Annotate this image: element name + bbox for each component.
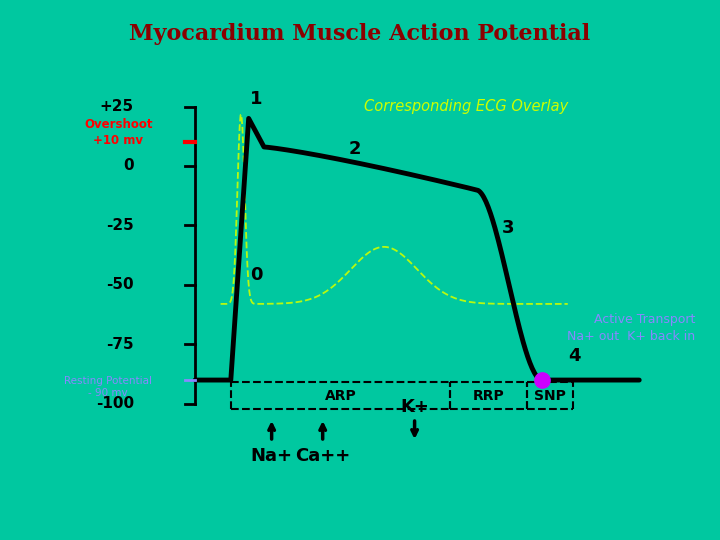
Text: 3: 3 [501, 219, 514, 237]
Text: Myocardium Muscle Action Potential: Myocardium Muscle Action Potential [130, 23, 590, 45]
Text: +25: +25 [99, 99, 134, 114]
Text: SNP: SNP [534, 388, 566, 402]
Text: -100: -100 [96, 396, 134, 411]
Text: Na+: Na+ [251, 447, 292, 464]
Text: 1: 1 [250, 90, 263, 108]
Text: 4: 4 [568, 347, 580, 365]
Text: RRP: RRP [473, 388, 505, 402]
Text: -75: -75 [106, 337, 134, 352]
Text: 0: 0 [250, 266, 263, 284]
Text: -25: -25 [106, 218, 134, 233]
Text: -50: -50 [106, 278, 134, 293]
Text: Resting Potential
- 90 mv: Resting Potential - 90 mv [64, 376, 152, 399]
Text: Corresponding ECG Overlay: Corresponding ECG Overlay [364, 99, 568, 114]
Text: Overshoot
+10 mv: Overshoot +10 mv [84, 118, 153, 147]
Text: 2: 2 [348, 140, 361, 158]
Text: Ca++: Ca++ [295, 447, 351, 464]
Text: 0: 0 [123, 158, 134, 173]
Text: K+: K+ [400, 398, 429, 416]
Text: ARP: ARP [325, 388, 356, 402]
Text: Active Transport
Na+ out  K+ back in: Active Transport Na+ out K+ back in [567, 313, 696, 343]
